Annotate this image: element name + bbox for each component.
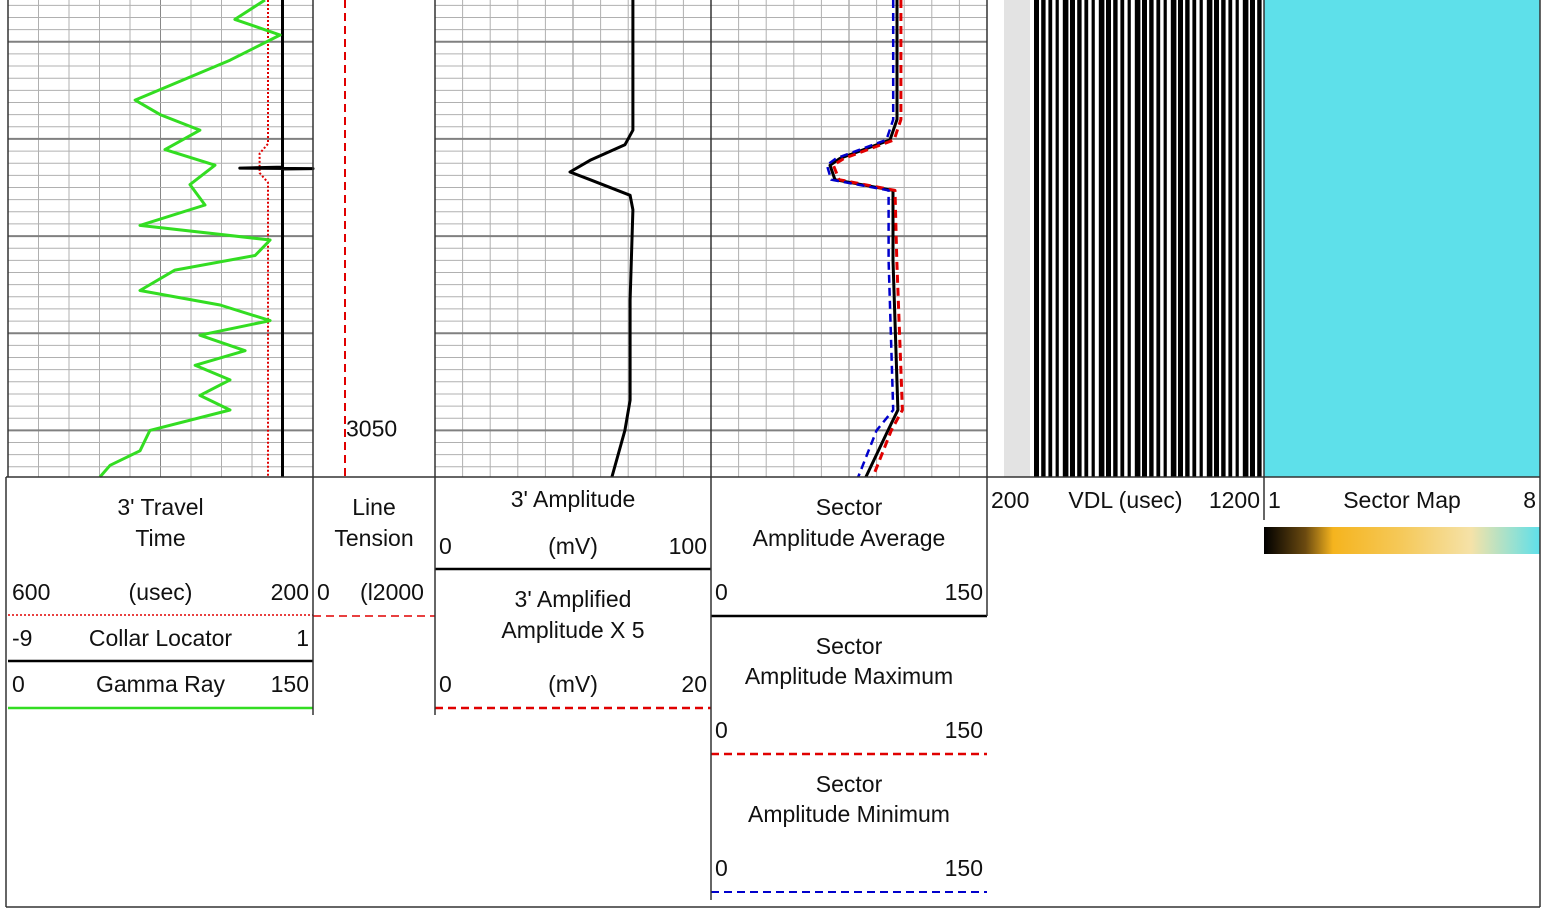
vdl-stripe [1185, 0, 1190, 477]
vdl-stripe [1250, 0, 1255, 477]
scale-right: 150 [945, 855, 983, 881]
vdl-stripe [1041, 0, 1046, 477]
curve-unit: (mV) [548, 533, 598, 559]
scale-left: 1 [1268, 487, 1281, 513]
curve-unit: (usec) [129, 579, 193, 605]
curve-title: Amplitude Minimum [748, 801, 950, 827]
curve-title: Collar Locator [89, 625, 233, 651]
vdl-stripe [1149, 0, 1154, 477]
curve [831, 0, 904, 478]
vdl-stripe [1178, 0, 1183, 477]
vdl-stripe [1214, 0, 1219, 477]
curve-title: Amplitude Average [753, 525, 946, 551]
scale-left: 0 [715, 855, 728, 881]
vdl-stripe [1242, 0, 1249, 477]
vdl-stripe [1091, 0, 1095, 477]
curve-title: Tension [334, 525, 413, 551]
scale-left: 0 [317, 579, 330, 605]
curve-title: Time [135, 525, 185, 551]
curve-unit: (l2000 [360, 579, 424, 605]
vdl-stripe [1077, 0, 1082, 477]
grid: 3050 [7, 0, 1540, 477]
scale-left: 0 [12, 671, 25, 697]
curve-title: Gamma Ray [96, 671, 226, 697]
vdl-stripe [1235, 0, 1239, 477]
vdl-stripe [1062, 0, 1069, 477]
vdl-stripe [1156, 0, 1161, 477]
sector-map-fill [1264, 0, 1540, 477]
scale-right: 100 [669, 533, 707, 559]
curve [98, 0, 282, 478]
curve-unit: (mV) [548, 671, 598, 697]
vdl-stripe [1199, 0, 1203, 477]
curve-title: Sector [816, 633, 883, 659]
vdl-stripe [1221, 0, 1226, 477]
curve [258, 0, 269, 477]
curve-title: Line [352, 494, 395, 520]
curve [825, 0, 895, 478]
curve-title: Amplitude Maximum [745, 663, 953, 689]
vdl-stripe [1113, 0, 1118, 477]
curve-title: Sector [816, 771, 883, 797]
vdl-stripe [1163, 0, 1167, 477]
sector-map-scale [1264, 527, 1540, 554]
vdl-stripe [1120, 0, 1125, 477]
scale-left: 600 [12, 579, 50, 605]
curve-title: Sector [816, 494, 883, 520]
vdl-stripe [1034, 0, 1039, 477]
scale-right: 20 [681, 671, 707, 697]
vdl-stripe [1206, 0, 1213, 477]
curve-title: VDL (usec) [1068, 487, 1182, 513]
scale-right: 150 [271, 671, 309, 697]
scale-left: -9 [12, 625, 32, 651]
scale-left: 0 [439, 533, 452, 559]
scale-right: 1 [296, 625, 309, 651]
curve-title: Sector Map [1343, 487, 1461, 513]
vdl-stripe [1228, 0, 1233, 477]
curve [238, 0, 315, 477]
curve-title: 3' Travel [117, 494, 203, 520]
vdl-stripe [1084, 0, 1089, 477]
depth-label: 3050 [346, 415, 397, 441]
scale-right: 8 [1523, 487, 1536, 513]
curve-title: 3' Amplified [515, 586, 632, 612]
vdl-stripe [1170, 0, 1177, 477]
scale-left: 200 [991, 487, 1029, 513]
scale-left: 0 [439, 671, 452, 697]
curve [568, 0, 635, 478]
scale-right: 1200 [1209, 487, 1260, 513]
scale-left: 0 [715, 579, 728, 605]
vdl-stripe [1055, 0, 1059, 477]
vdl-stripe [1127, 0, 1131, 477]
vdl-stripe [1257, 0, 1262, 477]
curves [98, 0, 904, 478]
vdl-stripe [1192, 0, 1197, 477]
vdl-stripe [1098, 0, 1105, 477]
vdl-stripe [1070, 0, 1075, 477]
curve-title: Amplitude X 5 [501, 617, 644, 643]
scale-left: 0 [715, 717, 728, 743]
vdl-stripe [1142, 0, 1147, 477]
scale-right: 150 [945, 579, 983, 605]
vdl-stripe [1106, 0, 1111, 477]
vdl-stripe [1048, 0, 1053, 477]
vdl-light [1004, 0, 1030, 477]
scale-right: 150 [945, 717, 983, 743]
curve-title: 3' Amplitude [511, 486, 636, 512]
vdl-stripe [1134, 0, 1141, 477]
scale-right: 200 [271, 579, 309, 605]
